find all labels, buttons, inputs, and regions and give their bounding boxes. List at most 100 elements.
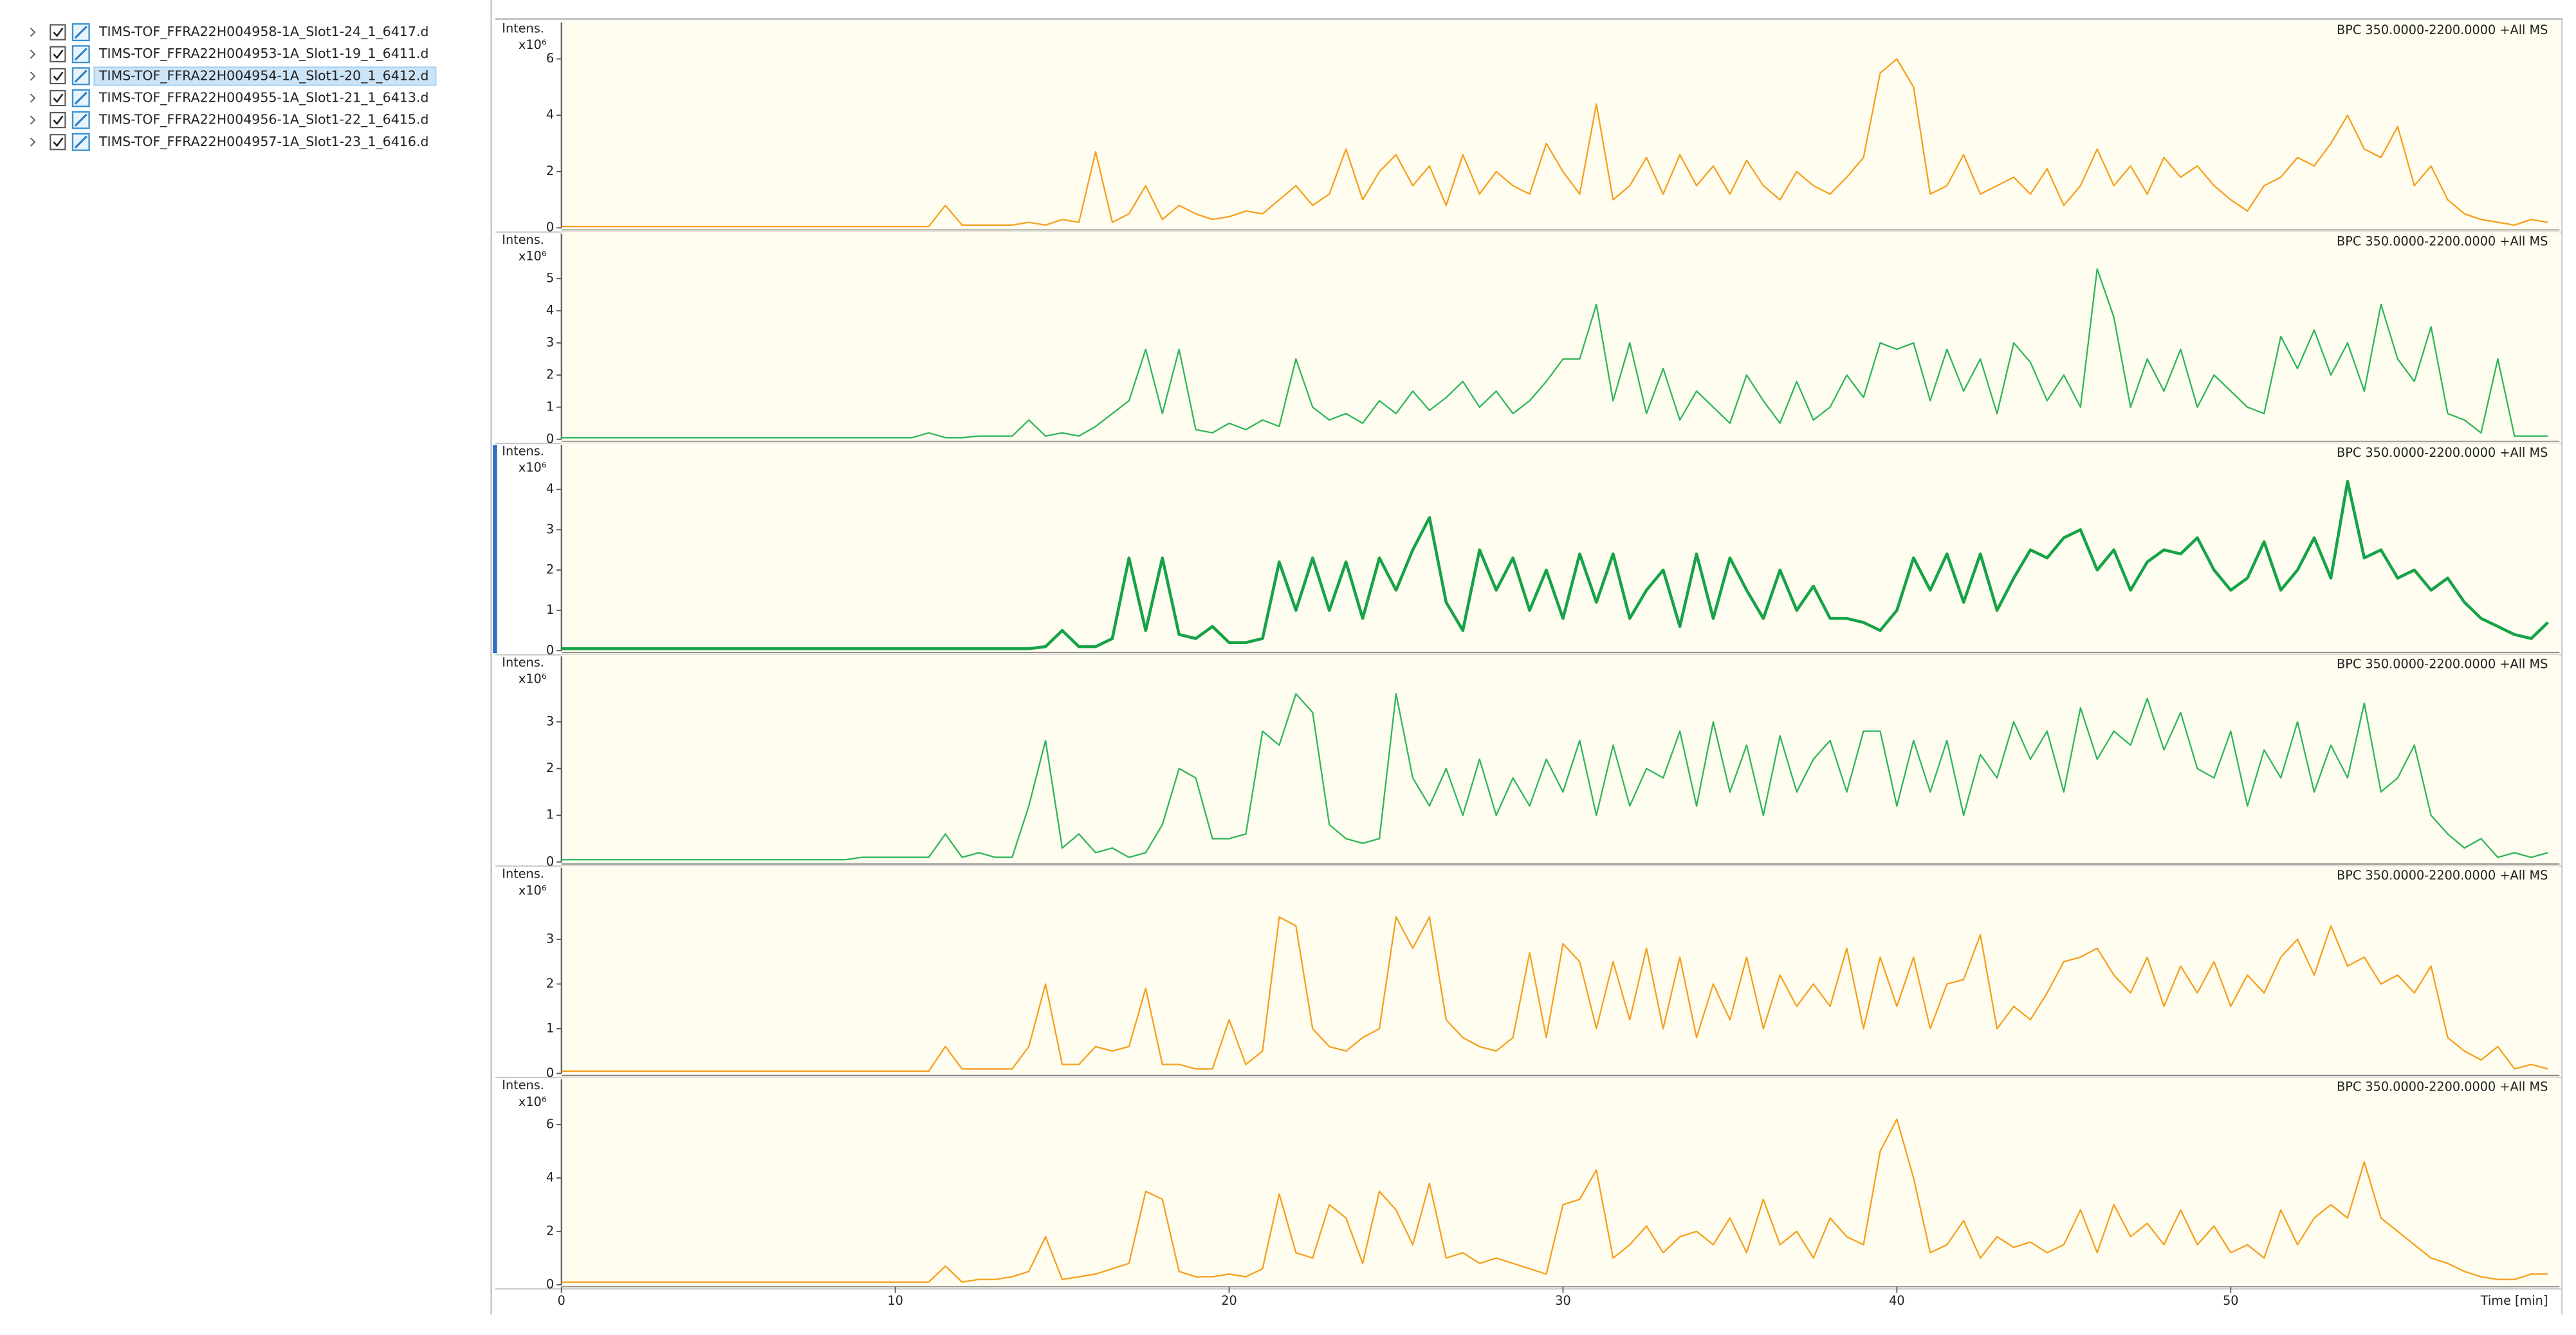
y-tick-label: 3 <box>546 335 554 349</box>
expand-chevron[interactable] <box>30 71 36 81</box>
file-label[interactable]: TIMS-TOF_FFRA22H004954-1A_Slot1-20_1_641… <box>98 68 428 83</box>
y-axis-unit: x10⁶ <box>519 460 547 475</box>
plot-background <box>561 866 2560 1078</box>
trace-line <box>561 268 2548 439</box>
trace-line <box>561 479 2549 650</box>
y-tick-label: 2 <box>546 562 554 577</box>
trace-line <box>561 1118 2548 1283</box>
selection-bar <box>493 445 497 654</box>
x-tick-label: 30 <box>1555 1293 1571 1308</box>
trace-line <box>561 58 2548 228</box>
trace-label: BPC 350.0000-2200.0000 +All MS <box>2337 445 2548 460</box>
y-axis-unit: x10⁶ <box>519 249 547 264</box>
trace-label: BPC 350.0000-2200.0000 +All MS <box>2337 1080 2548 1094</box>
y-tick-label: 0 <box>546 431 554 446</box>
file-label[interactable]: TIMS-TOF_FFRA22H004955-1A_Slot1-21_1_641… <box>98 90 428 106</box>
file-label[interactable]: TIMS-TOF_FFRA22H004957-1A_Slot1-23_1_641… <box>98 134 428 149</box>
y-axis-unit: x10⁶ <box>519 672 547 686</box>
file-label[interactable]: TIMS-TOF_FFRA22H004953-1A_Slot1-19_1_641… <box>98 46 428 61</box>
tree-item[interactable]: TIMS-TOF_FFRA22H004954-1A_Slot1-20_1_641… <box>30 66 437 86</box>
checkbox[interactable] <box>50 68 66 84</box>
checkmark <box>53 71 64 82</box>
y-tick-label: 3 <box>546 714 554 728</box>
expand-chevron[interactable] <box>30 115 36 125</box>
y-tick-label: 3 <box>546 931 554 946</box>
y-tick-label: 0 <box>546 643 554 658</box>
y-tick-label: 3 <box>546 522 554 537</box>
plot-background <box>561 232 2560 444</box>
y-tick-label: 5 <box>546 271 554 286</box>
expand-chevron[interactable] <box>30 93 36 103</box>
y-tick-label: 2 <box>546 1223 554 1238</box>
y-axis-unit: x10⁶ <box>519 37 547 52</box>
y-tick-label: 2 <box>546 760 554 775</box>
checkbox[interactable] <box>50 112 66 129</box>
expand-chevron[interactable] <box>30 50 36 59</box>
file-label[interactable]: TIMS-TOF_FFRA22H004958-1A_Slot1-24_1_641… <box>98 24 428 39</box>
y-tick-label: 0 <box>546 1065 554 1080</box>
trace-label: BPC 350.0000-2200.0000 +All MS <box>2337 234 2548 249</box>
chart-panel[interactable]: Intens.x10⁶ BPC 350.0000-2200.0000 +All M… <box>493 443 2561 658</box>
checkbox[interactable] <box>50 24 66 41</box>
plot-background <box>561 443 2560 655</box>
x-tick-label: 10 <box>887 1293 903 1308</box>
chart-panel[interactable]: Intens. x10⁶ BPC 350.0000-2200.0000 +All M… <box>495 1077 2561 1308</box>
expand-chevron[interactable] <box>30 137 36 147</box>
y-axis-label: Intens. <box>502 232 544 247</box>
tree-item[interactable]: TIMS-TOF_FFRA22H004956-1A_Slot1-22_1_641… <box>30 111 428 129</box>
y-tick-label: 1 <box>546 399 554 414</box>
checkmark <box>53 115 64 125</box>
trace-line <box>561 916 2548 1073</box>
trace-label: BPC 350.0000-2200.0000 +All MS <box>2337 23 2548 37</box>
checkmark <box>53 27 64 37</box>
file-icon-line <box>74 135 87 149</box>
y-tick-label: 4 <box>546 303 554 318</box>
x-tick-label: 20 <box>1221 1293 1237 1308</box>
x-axis-label: Time [min] <box>2480 1293 2548 1308</box>
checkbox[interactable] <box>50 89 66 107</box>
y-tick-label: 0 <box>546 854 554 869</box>
checkmark <box>53 137 64 147</box>
tree-item[interactable]: TIMS-TOF_FFRA22H004958-1A_Slot1-24_1_641… <box>30 23 428 42</box>
y-tick-label: 4 <box>546 107 554 122</box>
x-tick-label: 50 <box>2223 1293 2239 1308</box>
y-tick-label: 2 <box>546 976 554 991</box>
y-tick-label: 1 <box>546 1020 554 1035</box>
y-tick-label: 4 <box>546 481 554 496</box>
x-tick-label: 40 <box>1889 1293 1905 1308</box>
chart-panel[interactable]: Intens. x10⁶ BPC 350.0000-2200.0000 +All M… <box>495 232 2561 447</box>
y-tick-label: 6 <box>546 51 554 66</box>
y-tick-label: 6 <box>546 1116 554 1131</box>
checkmark <box>53 50 64 59</box>
tree-item[interactable]: TIMS-TOF_FFRA22H004955-1A_Slot1-21_1_641… <box>30 89 428 107</box>
tree-item[interactable]: TIMS-TOF_FFRA22H004953-1A_Slot1-19_1_641… <box>30 45 428 64</box>
file-tree: TIMS-TOF_FFRA22H004958-1A_Slot1-24_1_641… <box>30 23 437 151</box>
y-tick-label: 4 <box>546 1170 554 1184</box>
plot-background <box>561 654 2560 867</box>
file-icon-line <box>74 69 87 83</box>
file-label[interactable]: TIMS-TOF_FFRA22H004956-1A_Slot1-22_1_641… <box>98 112 428 127</box>
checkbox[interactable] <box>50 46 66 62</box>
y-tick-label: 1 <box>546 807 554 822</box>
expand-chevron[interactable] <box>30 27 36 37</box>
y-axis-unit: x10⁶ <box>519 1094 547 1109</box>
plot-background <box>561 1077 2560 1289</box>
selection-highlight <box>93 66 437 86</box>
trace-line <box>561 693 2548 861</box>
x-tick-label: 0 <box>558 1293 566 1308</box>
tree-item[interactable]: TIMS-TOF_FFRA22H004957-1A_Slot1-23_1_641… <box>30 133 428 151</box>
file-icon-line <box>74 26 87 39</box>
file-icon-line <box>74 91 87 105</box>
y-axis-label: Intens. <box>502 1078 544 1092</box>
y-axis-label: Intens. <box>502 444 544 459</box>
plot-background <box>561 21 2560 232</box>
checkbox[interactable] <box>50 134 66 151</box>
file-icon-line <box>74 113 87 127</box>
trace-label: BPC 350.0000-2200.0000 +All MS <box>2337 657 2548 672</box>
